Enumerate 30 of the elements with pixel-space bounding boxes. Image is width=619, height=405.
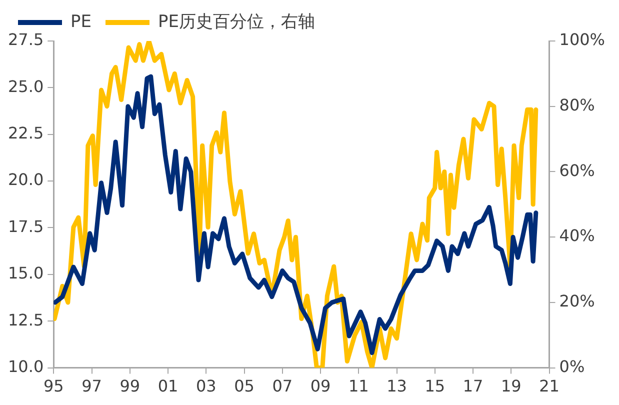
y-tick-label: 20.0	[8, 170, 44, 190]
y2-tick-label: 80%	[559, 96, 595, 115]
y2-tick-label: 20%	[559, 292, 595, 311]
x-tick-label: 01	[158, 376, 178, 396]
y-tick-label: 25.0	[8, 76, 44, 96]
x-tick-label: 17	[462, 376, 484, 396]
y-tick-label: 15.0	[8, 264, 44, 283]
y2-tick-label: 60%	[559, 160, 595, 180]
y-tick-label: 12.5	[8, 310, 44, 330]
x-tick-label: 05	[234, 376, 254, 396]
y-tick-label: 27.5	[8, 30, 44, 50]
y-tick-label: 17.5	[8, 216, 44, 236]
x-tick-label: 13	[386, 376, 407, 396]
x-tick-label: 03	[196, 376, 216, 396]
x-tick-label: 15	[424, 376, 446, 396]
x-tick-label: 99	[120, 376, 140, 396]
x-tick-label: 09	[310, 376, 331, 396]
y2-tick-label: 40%	[559, 226, 595, 246]
y2-tick-label: 0%	[559, 356, 585, 376]
x-tick-label: 21	[539, 376, 560, 396]
y2-tick-label: 100%	[559, 30, 606, 50]
legend-label: PE	[70, 12, 92, 32]
x-tick-label: 07	[272, 376, 293, 396]
legend-label: PE历史百分位，右轴	[158, 12, 315, 32]
x-tick-label: 11	[348, 376, 369, 396]
y-tick-label: 10.0	[8, 356, 44, 376]
x-tick-label: 95	[43, 376, 64, 396]
x-tick-label: 97	[82, 376, 102, 396]
x-tick-label: 19	[500, 376, 522, 396]
y-tick-label: 22.5	[8, 124, 44, 143]
